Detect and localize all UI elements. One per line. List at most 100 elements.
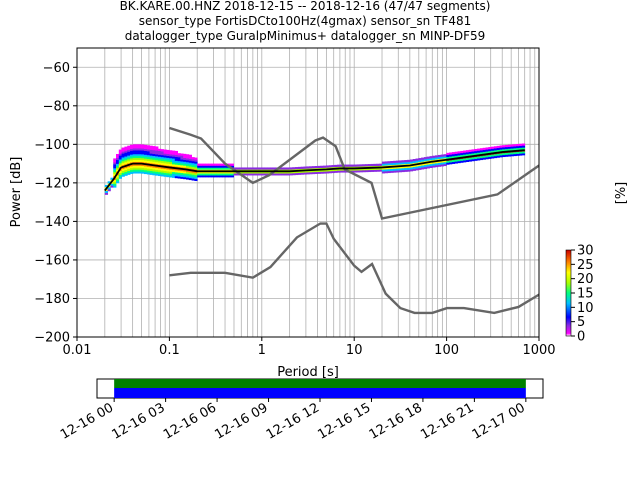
density-cell [348, 164, 352, 167]
density-cell [144, 150, 148, 153]
density-cell [255, 171, 260, 174]
density-cell [219, 167, 223, 170]
density-cell [185, 177, 190, 180]
density-cell [219, 163, 223, 166]
density-cell [314, 171, 318, 175]
density-cell [146, 152, 151, 156]
density-cell [356, 170, 360, 173]
density-cell [474, 150, 478, 154]
density-cell [415, 168, 419, 171]
density-cell [477, 156, 481, 159]
density-cell [477, 148, 481, 151]
density-cell [149, 172, 153, 175]
density-cell [432, 161, 436, 164]
density-cell [132, 152, 137, 155]
timeline-tick-label: 12-16 18 [367, 400, 425, 442]
density-cell [152, 149, 156, 153]
density-cell [135, 153, 139, 157]
density-cell [141, 171, 145, 174]
density-cell [183, 169, 187, 172]
density-cell [124, 162, 128, 165]
density-cell [454, 151, 458, 154]
density-cell [401, 166, 405, 169]
density-cell [409, 169, 414, 172]
density-cell [157, 169, 162, 173]
density-cell [465, 153, 470, 157]
density-cell [135, 152, 139, 155]
density-cell [516, 143, 520, 147]
density-cell [118, 159, 123, 162]
density-cell [415, 158, 419, 161]
density-cell [365, 169, 369, 173]
density-cell [267, 171, 271, 174]
density-cell [471, 149, 475, 152]
density-cell [435, 155, 439, 158]
density-cell [300, 170, 304, 173]
x-axis-ticks: 0.01 0.1 1 10 100 1000 [63, 337, 556, 358]
density-cell [404, 161, 408, 165]
density-cell [113, 181, 117, 184]
density-cell [429, 158, 433, 161]
density-cell [521, 151, 526, 154]
density-cell [429, 165, 433, 168]
density-cell [121, 170, 125, 173]
density-cell [121, 168, 125, 171]
density-cell [275, 171, 279, 174]
density-cell [401, 167, 405, 171]
density-cell [166, 155, 170, 158]
density-cell [118, 157, 123, 160]
density-cell [460, 152, 464, 156]
density-cell [183, 176, 187, 180]
density-cell [437, 162, 442, 165]
density-cell [118, 151, 123, 154]
density-cell [404, 167, 408, 170]
y-axis-ticks: −200 −180 −160 −140 −120 −100 −80 −60 [34, 61, 77, 346]
density-cell [121, 172, 125, 175]
density-cell [423, 164, 428, 168]
density-cell [188, 156, 192, 159]
density-cell [426, 156, 430, 159]
density-cell [188, 160, 192, 163]
density-cell [155, 171, 159, 174]
density-cell [502, 154, 506, 158]
density-cell [132, 150, 137, 153]
density-cell [457, 153, 461, 156]
density-cell [331, 168, 335, 172]
density-cell [345, 164, 349, 167]
density-cell [510, 152, 514, 155]
density-cell [152, 165, 156, 168]
density-cell [407, 159, 411, 163]
density-cell [138, 153, 142, 157]
density-cell [278, 171, 282, 174]
density-cell [160, 162, 164, 165]
density-cell [130, 171, 134, 174]
density-cell [351, 168, 355, 171]
timeline-tick-label: 12-16 21 [418, 400, 476, 442]
density-cell [412, 160, 416, 164]
density-cell [177, 174, 181, 177]
density-cell [118, 163, 123, 166]
density-cell [174, 164, 178, 167]
density-cell [482, 147, 486, 151]
density-cell [446, 152, 450, 156]
density-cell [219, 175, 223, 178]
density-cell [348, 168, 352, 171]
density-cell [188, 177, 192, 181]
density-cell [174, 154, 178, 157]
density-cell [513, 148, 517, 151]
density-cell [381, 163, 386, 166]
density-cell [116, 155, 120, 159]
noise-model-low-line [169, 222, 539, 315]
density-cell [135, 150, 139, 153]
density-cell [116, 180, 120, 184]
density-cell [160, 160, 164, 163]
density-cell [155, 152, 159, 155]
density-cell [283, 173, 288, 176]
density-cell [121, 161, 125, 164]
density-cell [132, 148, 137, 151]
density-cell [149, 145, 153, 148]
density-cell [283, 171, 288, 174]
density-cell [443, 159, 447, 163]
